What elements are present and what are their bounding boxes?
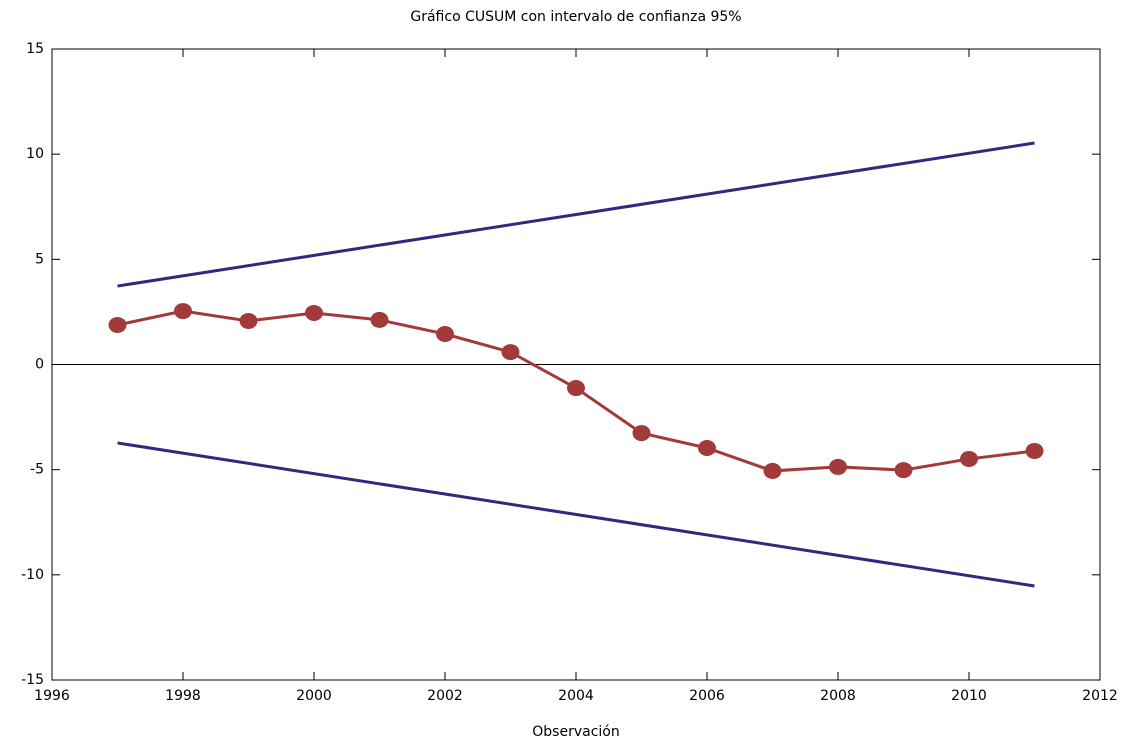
- x-tick-label: 2010: [951, 688, 987, 704]
- y-tick-label: -5: [30, 462, 44, 478]
- point-marker: [436, 326, 454, 343]
- x-tick-label: 2006: [689, 688, 725, 704]
- x-tick-label: 2002: [427, 688, 463, 704]
- series-line: [117, 441, 1035, 588]
- x-tick-label: 2012: [1082, 688, 1118, 704]
- point-marker: [501, 344, 520, 361]
- point-marker: [763, 462, 782, 479]
- y-tick-label: 0: [35, 357, 44, 373]
- y-tick-label: 15: [26, 41, 44, 57]
- point-marker: [829, 458, 847, 475]
- series-line: [117, 141, 1035, 288]
- point-marker: [698, 440, 716, 457]
- point-marker: [239, 312, 258, 329]
- point-marker: [108, 316, 127, 333]
- x-tick-label: 2004: [558, 688, 594, 704]
- x-tick-label: 1998: [165, 688, 201, 704]
- point-marker: [567, 380, 585, 397]
- point-marker: [894, 462, 913, 479]
- y-tick-label: -10: [21, 567, 44, 583]
- x-axis-label: Observación: [532, 724, 619, 740]
- x-tick-label: 2008: [820, 688, 856, 704]
- point-marker: [1025, 442, 1044, 459]
- point-marker: [960, 450, 978, 467]
- point-marker: [174, 303, 192, 320]
- chart-title: Gráfico CUSUM con intervalo de confianza…: [410, 9, 741, 25]
- x-tick-label: 2000: [296, 688, 332, 704]
- point-marker: [370, 311, 389, 328]
- point-marker: [305, 304, 323, 321]
- y-tick-label: 10: [26, 146, 44, 162]
- y-tick-label: 5: [35, 251, 44, 267]
- x-tick-label: 1996: [34, 688, 70, 704]
- point-marker: [632, 425, 651, 442]
- y-tick-label: -15: [21, 672, 44, 688]
